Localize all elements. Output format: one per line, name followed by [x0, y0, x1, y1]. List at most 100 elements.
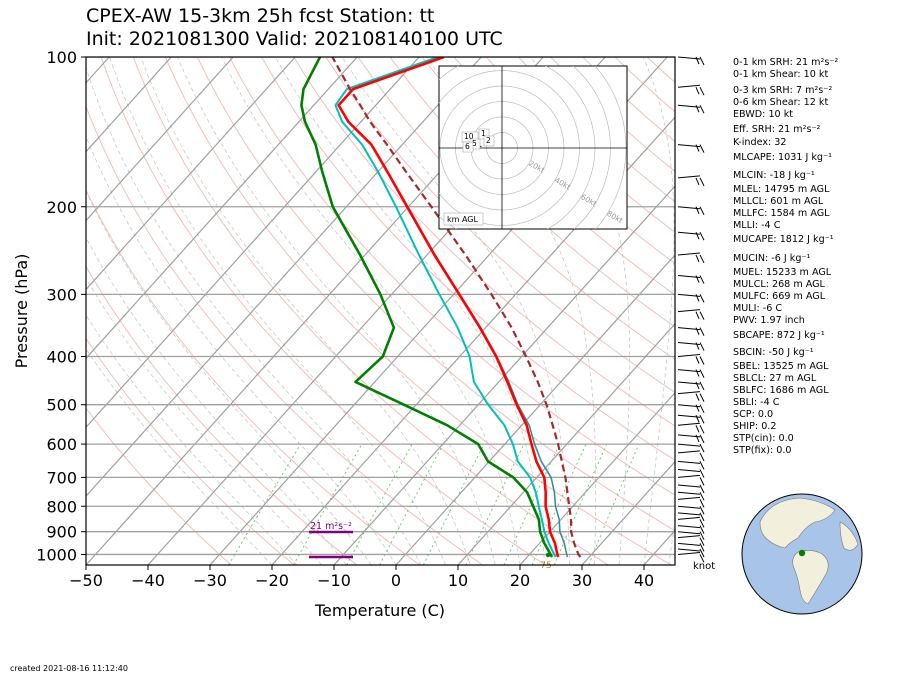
wind-barb — [677, 369, 705, 378]
stat-line: EBWD: 10 kt — [733, 109, 794, 120]
plot-frame — [85, 56, 676, 566]
wind-barb — [677, 404, 705, 413]
wind-barb-flag — [699, 86, 705, 96]
x-tick-label: −50 — [69, 571, 103, 590]
moist-adiabat — [668, 518, 675, 565]
wind-barb — [677, 391, 705, 402]
dry-adiabat — [421, 57, 675, 296]
wind-barb-flag — [695, 56, 700, 65]
stat-line: MLLI: -4 C — [733, 220, 781, 231]
wind-barb-flag — [699, 443, 705, 453]
dry-adiabat — [357, 57, 675, 360]
hodograph-legend: km AGL — [447, 215, 479, 224]
wind-barb-flag — [699, 519, 705, 528]
wind-barb-flag — [699, 254, 705, 264]
isotherm — [333, 185, 675, 565]
wind-barb-flag — [695, 404, 700, 412]
stat-line: MUCIN: -6 J kg⁻¹ — [733, 253, 811, 264]
isotherm — [86, 57, 172, 153]
wind-unit-label: knot — [693, 561, 715, 572]
hodograph-height-label: 5 — [472, 139, 477, 148]
x-tick-label: −40 — [131, 571, 165, 590]
wind-barb-staff — [677, 542, 701, 546]
wind-barb-staff — [677, 84, 701, 88]
stat-line: SBCAPE: 872 J kg⁻¹ — [733, 330, 825, 341]
wind-barb — [677, 516, 705, 528]
wind-barb — [677, 551, 705, 563]
wind-barb-flag — [695, 434, 700, 443]
lcl-label: 75 — [540, 561, 551, 571]
wind-barb-staff — [677, 422, 701, 426]
wind-barb — [677, 206, 705, 215]
wind-barb-flag — [699, 404, 705, 413]
wind-barb-flag — [699, 452, 705, 462]
moist-adiabat — [642, 57, 675, 565]
wind-barb-flag — [699, 512, 705, 522]
chart-title-line1: CPEX-AW 15-3km 25h fcst Station: tt — [86, 5, 435, 27]
wind-barb-flag — [695, 369, 700, 377]
dry-adiabat — [453, 57, 675, 265]
wind-barb-flag — [699, 548, 705, 558]
dry-adiabat — [86, 265, 358, 565]
wind-barb-staff — [677, 309, 701, 313]
wind-barb — [677, 443, 705, 453]
isotherm — [519, 391, 675, 565]
dry-adiabat — [389, 57, 675, 328]
wind-barb-staff — [677, 551, 701, 555]
isotherm — [86, 57, 482, 498]
stat-line: SBCIN: -50 J kg⁻¹ — [733, 347, 814, 358]
stat-line: 0-6 km Shear: 12 kt — [733, 97, 829, 108]
wind-barb-flag — [695, 311, 700, 319]
hodograph-height-label: 10 — [464, 132, 474, 141]
mixing-ratio-line — [228, 443, 302, 565]
mixing-ratio-line — [292, 443, 363, 565]
dry-adiabat — [86, 407, 232, 565]
wind-barb-staff — [677, 391, 701, 395]
wind-barb-staff — [677, 512, 701, 516]
hodograph-legend-box — [443, 212, 484, 226]
wind-barb-flag — [695, 327, 700, 335]
wind-barb — [677, 275, 705, 284]
wind-barb-staff — [677, 505, 701, 509]
wind-barb-flag — [699, 393, 705, 402]
dry-adiabat — [293, 57, 675, 427]
wind-barb-flag — [699, 104, 705, 114]
wind-barb-flag — [699, 56, 705, 66]
hodograph-height-box — [462, 141, 474, 153]
wind-barb-flag — [699, 342, 705, 351]
stat-line: SBLI: -4 C — [733, 397, 780, 408]
mixing-ratio-line — [422, 443, 485, 565]
wind-barb — [677, 104, 705, 114]
station-marker — [798, 549, 806, 557]
dry-adiabat — [229, 57, 675, 496]
wind-barb-staff — [677, 354, 701, 357]
wind-barb-staff — [677, 516, 701, 520]
isotherm — [86, 57, 358, 360]
wind-barb-flag — [699, 231, 705, 241]
wind-barb-flag — [699, 461, 705, 470]
y-tick-label: 100 — [46, 48, 77, 67]
stat-line: MUCAPE: 1812 J kg⁻¹ — [733, 234, 834, 245]
stat-line: MLLCL: 601 m AGL — [733, 196, 824, 207]
stat-line: 0-1 km SRH: 21 m²s⁻² — [733, 57, 839, 68]
wind-barb — [677, 469, 705, 478]
isotherm — [395, 254, 675, 565]
globe-north-america — [759, 497, 836, 549]
wind-barb-staff — [677, 252, 701, 256]
x-tick-label: −30 — [193, 571, 227, 590]
stat-line: SHIP: 0.2 — [733, 421, 777, 432]
wind-barb-flag — [695, 342, 700, 350]
stat-line: STP(cin): 0.0 — [733, 433, 794, 444]
wind-barb-flag — [699, 369, 705, 378]
wind-barb-flag — [699, 543, 705, 552]
wind-barb — [677, 542, 705, 552]
wind-barb-flag — [695, 381, 700, 390]
wind-barb-flag — [695, 356, 700, 364]
wind-barb-staff — [677, 496, 701, 500]
wind-barb-flag — [699, 177, 705, 187]
stat-line: MLLFC: 1584 m AGL — [733, 208, 830, 219]
wind-barb-flag — [695, 86, 700, 95]
moist-adiabat — [109, 57, 446, 565]
isotherm — [86, 57, 296, 291]
